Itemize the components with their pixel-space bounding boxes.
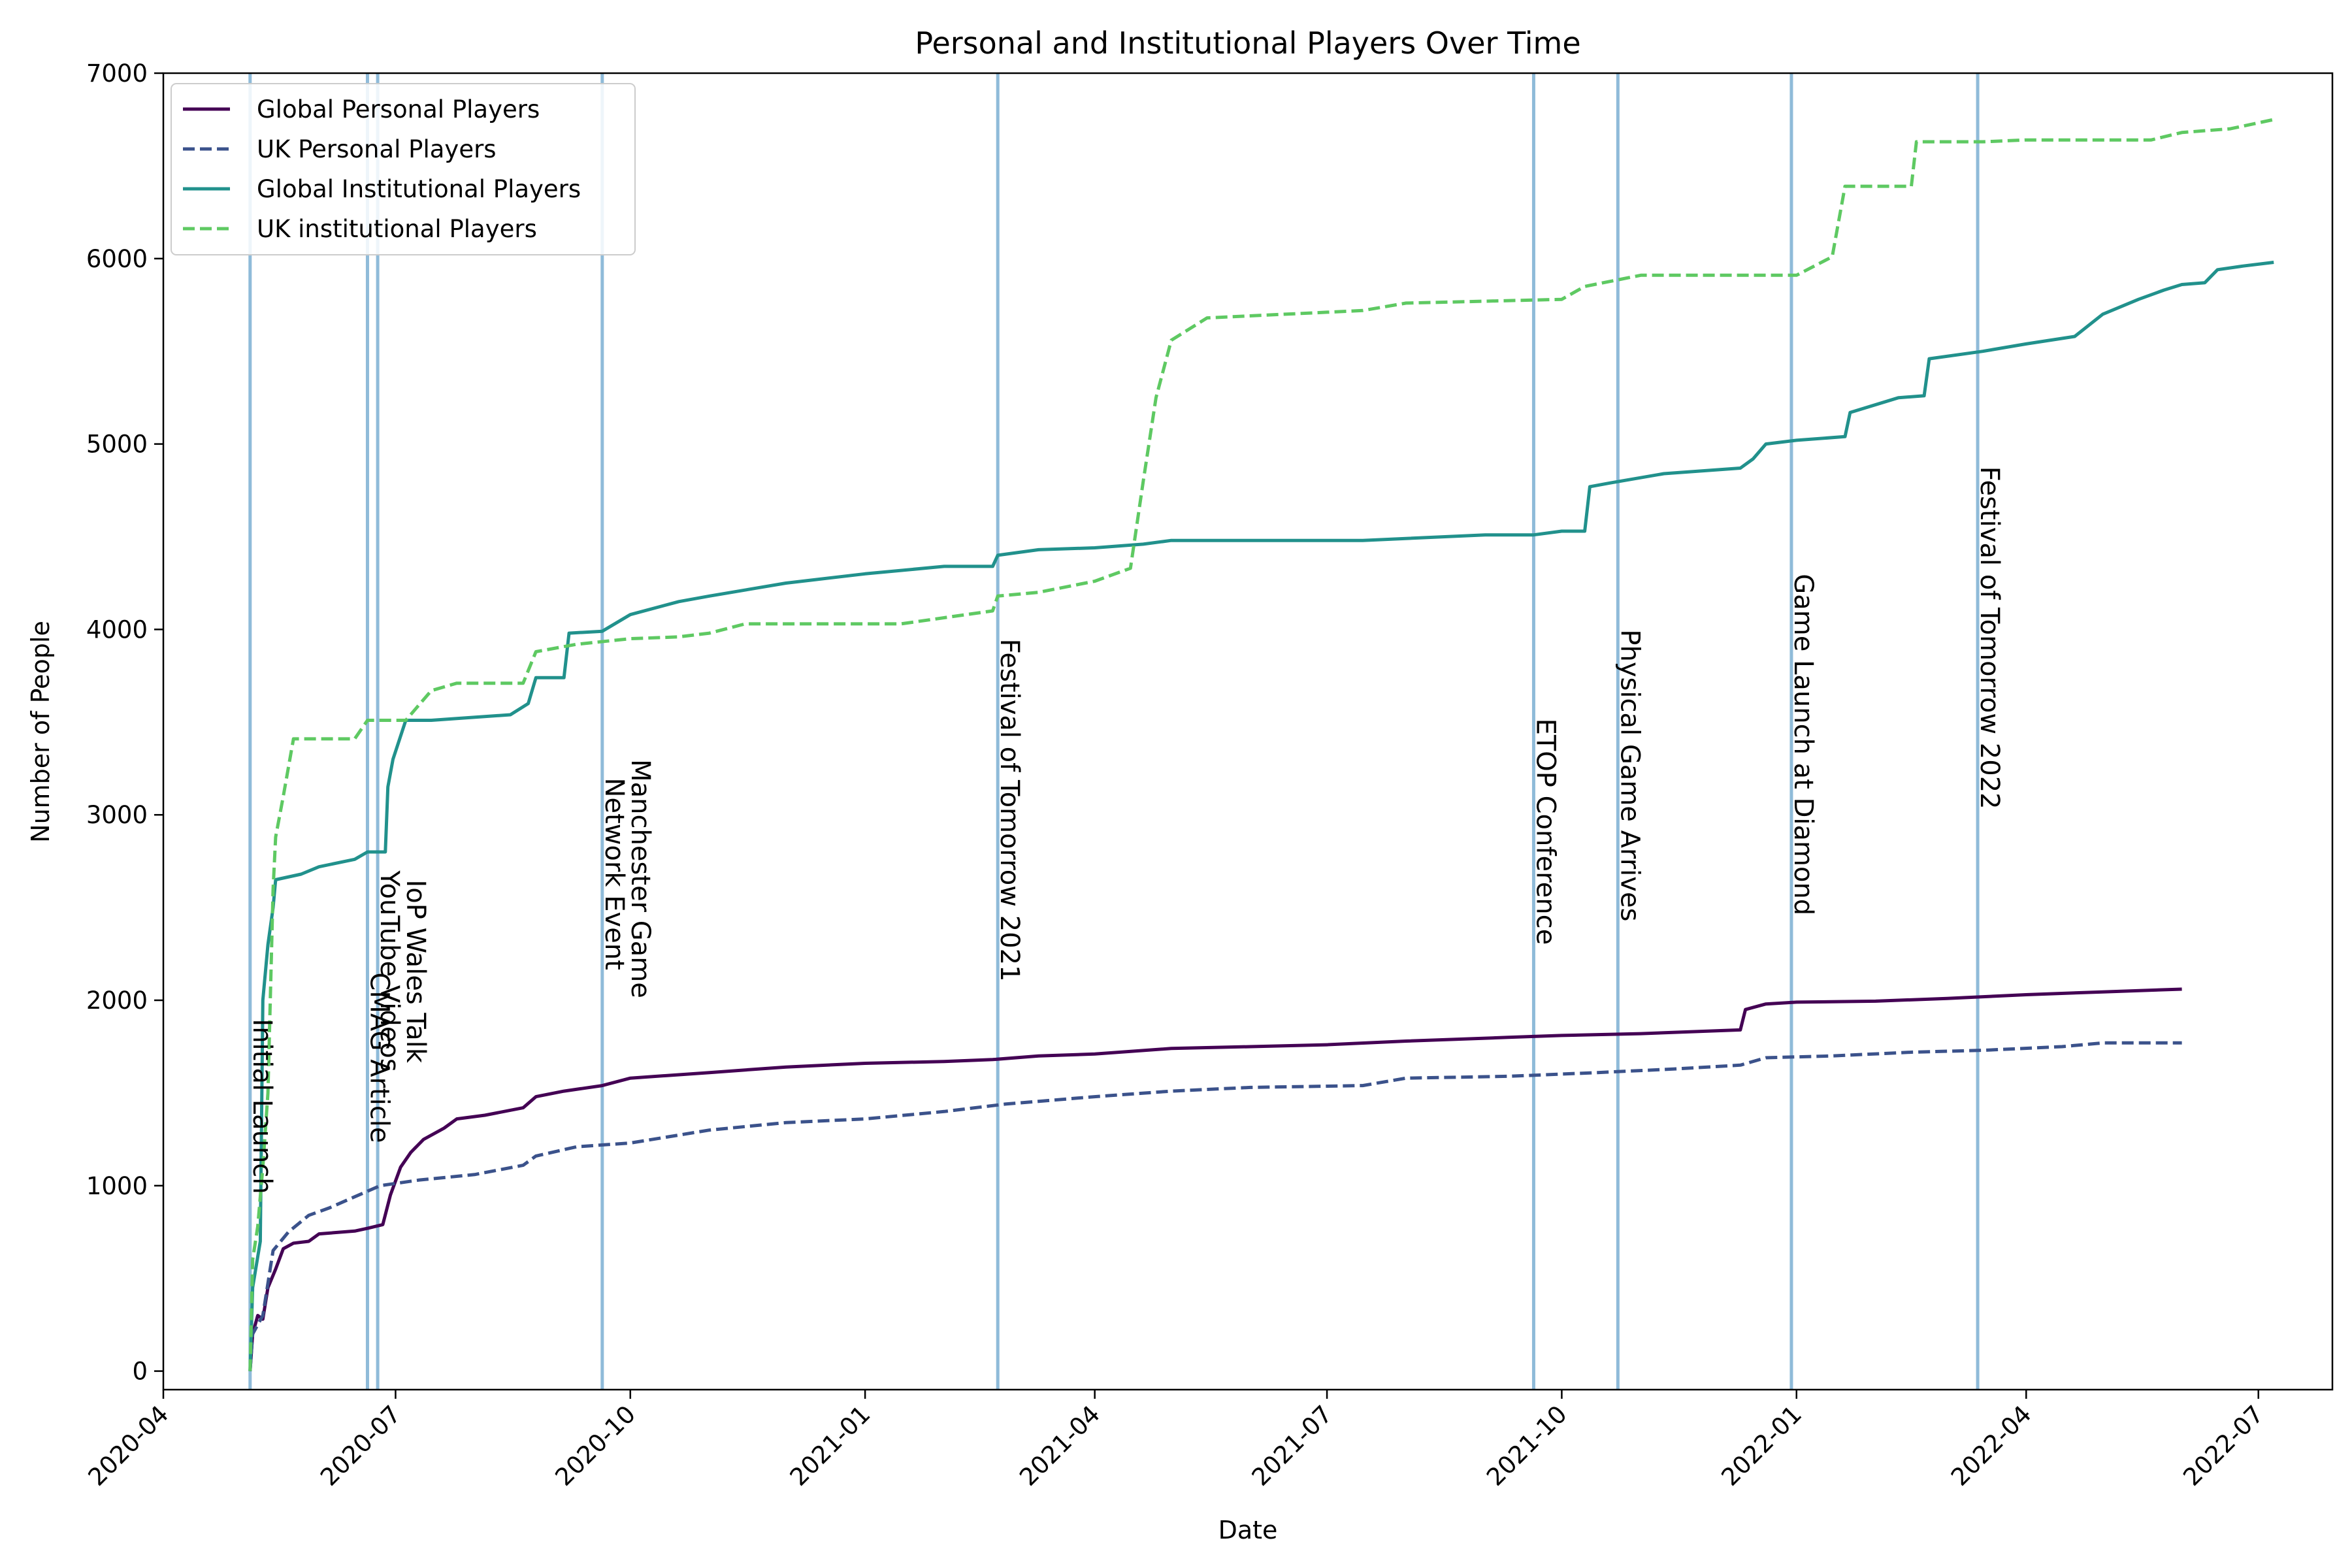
legend-box <box>171 83 636 255</box>
y-axis-label: Number of People <box>26 621 55 843</box>
legend-label: Global Institutional Players <box>257 175 581 203</box>
event-label: Game Launch at Diamond <box>1788 574 1818 915</box>
legend-label: UK institutional Players <box>257 215 537 243</box>
legend-label: UK Personal Players <box>257 135 497 163</box>
y-tick-label: 0 <box>132 1358 148 1386</box>
series-line-4 <box>248 118 2274 1371</box>
chart-title: Personal and Institutional Players Over … <box>915 25 1580 61</box>
y-tick-label: 6000 <box>86 245 148 273</box>
series-line-2 <box>248 1041 2182 1371</box>
legend: Global Personal Players UK Personal Playe… <box>171 83 636 255</box>
event-label: YouTube Videos <box>374 870 404 1071</box>
event-label: Festival of Tomorrow 2021 <box>994 639 1024 982</box>
y-tick-label: 3000 <box>86 801 148 829</box>
event-label: Physical Game Arrives <box>1614 629 1644 921</box>
legend-label: Global Personal Players <box>257 95 540 123</box>
y-tick-label: 2000 <box>86 987 148 1015</box>
plot-area-frame <box>162 72 2334 1391</box>
y-tick-label: 1000 <box>86 1172 148 1200</box>
event-lines <box>248 73 1980 1390</box>
y-tick-label: 4000 <box>86 615 148 644</box>
y-axis: 0 1000 2000 3000 4000 5000 6000 7000 <box>86 59 163 1386</box>
event-label: ETOP Conference <box>1531 719 1561 945</box>
event-label: Initial Launch <box>247 1019 277 1194</box>
event-label: Network Event <box>599 778 629 970</box>
series-lines <box>248 118 2274 1371</box>
event-label: CMAG Article <box>365 972 395 1143</box>
y-tick-label: 7000 <box>86 59 148 88</box>
event-label: Festival of Tomorrow 2022 <box>1974 466 2004 809</box>
series-line-3 <box>248 261 2274 1371</box>
event-label: IoP Wales Talk <box>400 880 431 1064</box>
x-axis-label: Date <box>1218 1516 1278 1544</box>
event-label: Manchester Game <box>625 759 655 998</box>
series-line-1 <box>248 987 2182 1371</box>
y-tick-label: 5000 <box>86 431 148 459</box>
